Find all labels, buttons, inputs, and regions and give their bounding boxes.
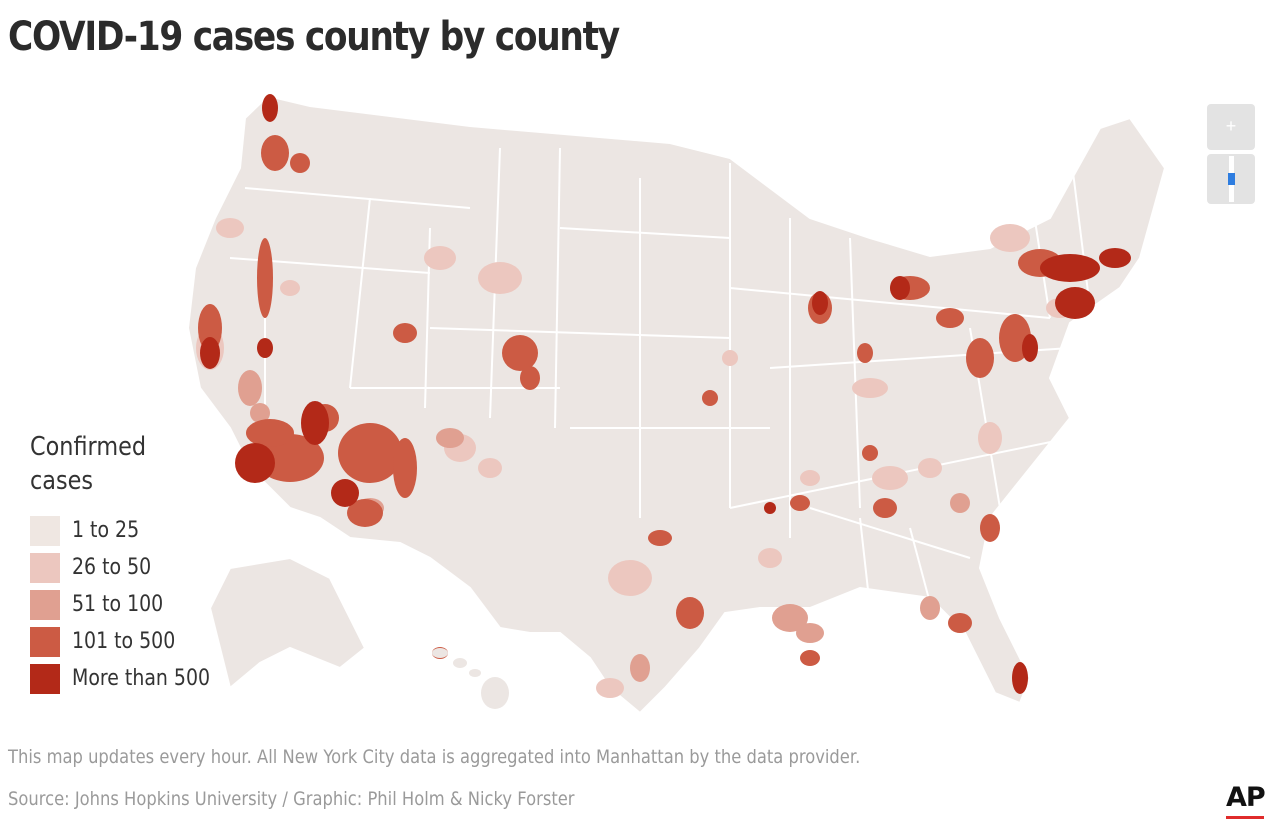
legend-item: More than 500 <box>30 660 233 697</box>
legend-label: 51 to 100 <box>72 592 164 617</box>
legend-swatch-1 <box>30 515 60 546</box>
legend-label: More than 500 <box>72 666 211 691</box>
legend-label: 26 to 50 <box>72 555 152 580</box>
hawaii-islands <box>432 648 509 709</box>
ap-logo-bar <box>1226 816 1264 819</box>
ap-logo: AP <box>1226 782 1266 813</box>
legend-label: 101 to 500 <box>72 629 176 654</box>
zoom-thumb[interactable] <box>1228 173 1235 185</box>
legend: Confirmed cases 1 to 25 26 to 50 51 to 1… <box>30 430 233 697</box>
zoom-slider[interactable] <box>1207 154 1255 204</box>
legend-item: 26 to 50 <box>30 549 233 586</box>
zoom-in-button[interactable]: + <box>1207 104 1255 150</box>
legend-label: 1 to 25 <box>72 518 140 543</box>
update-note: This map updates every hour. All New Yor… <box>8 746 861 768</box>
legend-item: 101 to 500 <box>30 623 233 660</box>
legend-title: Confirmed cases <box>30 432 147 496</box>
legend-swatch-3 <box>30 589 60 620</box>
county-fills <box>196 94 1131 698</box>
alaska-outline <box>208 556 367 690</box>
legend-swatch-2 <box>30 552 60 583</box>
legend-item: 51 to 100 <box>30 586 233 623</box>
legend-swatch-4 <box>30 626 60 657</box>
source-credit: Source: Johns Hopkins University / Graph… <box>8 788 575 810</box>
legend-item: 1 to 25 <box>30 512 233 549</box>
legend-swatch-5 <box>30 663 60 694</box>
us-county-map[interactable] <box>170 88 1180 728</box>
plus-icon: + <box>1225 116 1237 136</box>
map-title: COVID-19 cases county by county <box>8 14 620 60</box>
